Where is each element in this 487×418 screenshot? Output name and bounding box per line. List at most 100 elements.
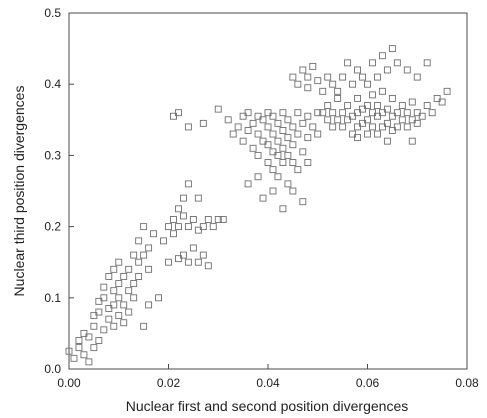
data-point [165, 223, 172, 231]
data-point [194, 194, 202, 202]
data-point [359, 105, 366, 113]
data-point [388, 127, 396, 134]
data-point [289, 187, 297, 195]
data-point [160, 237, 167, 245]
data-point [279, 205, 287, 213]
data-point [120, 319, 128, 327]
data-point [408, 116, 416, 124]
data-point [264, 141, 272, 149]
data-point [413, 119, 421, 127]
data-point [284, 180, 292, 188]
data-point [184, 223, 192, 231]
data-point [289, 123, 297, 131]
data-point [174, 205, 182, 213]
data-point [244, 127, 252, 134]
data-point [314, 77, 322, 85]
data-point [314, 130, 322, 138]
data-point [95, 308, 103, 316]
data-point [234, 123, 242, 131]
data-point [378, 52, 386, 60]
data-point [388, 94, 396, 102]
data-point [189, 216, 197, 223]
data-point [383, 105, 391, 113]
data-point [289, 73, 297, 81]
data-point [294, 130, 302, 138]
data-point [100, 283, 108, 291]
data-point [105, 315, 113, 323]
data-point [374, 130, 381, 138]
data-point [135, 272, 143, 280]
data-point [269, 187, 277, 195]
data-point [329, 123, 337, 131]
data-point [269, 112, 277, 120]
y-tick-label: 0.2 [44, 220, 61, 234]
data-point [349, 112, 357, 120]
plot-area [68, 12, 468, 370]
data-point [294, 80, 302, 88]
data-point [115, 258, 123, 266]
data-point [304, 112, 312, 120]
data-point [374, 112, 381, 120]
data-point [249, 119, 257, 127]
data-point [254, 151, 262, 159]
data-point [239, 112, 247, 120]
data-point [393, 123, 401, 131]
data-point [214, 216, 222, 223]
data-point [259, 194, 267, 202]
data-point [110, 265, 118, 273]
data-point [418, 112, 426, 120]
data-point [354, 109, 361, 117]
data-point [423, 102, 431, 110]
data-point [165, 258, 172, 266]
data-point [254, 130, 262, 138]
data-point [249, 144, 257, 152]
data-point [269, 166, 277, 174]
y-tick-label: 0.3 [44, 148, 61, 162]
data-point [70, 354, 78, 362]
data-point [125, 265, 133, 273]
data-point [354, 123, 361, 131]
data-point [289, 141, 297, 149]
y-tick-label: 0.5 [44, 6, 61, 20]
data-point [393, 59, 401, 67]
data-point [65, 347, 73, 355]
data-point [244, 180, 252, 188]
data-point [120, 272, 128, 280]
data-point [393, 109, 401, 117]
x-tick-label: 0.04 [256, 376, 280, 390]
data-point [314, 109, 322, 117]
data-point [274, 119, 282, 127]
data-point [115, 280, 123, 288]
data-point [110, 287, 118, 295]
data-point [284, 116, 292, 124]
data-point [284, 134, 292, 142]
data-point [408, 98, 416, 106]
y-tick-label: 0.4 [44, 77, 61, 91]
data-point [279, 159, 287, 166]
points-layer [65, 45, 451, 366]
data-point [80, 329, 88, 337]
data-point [339, 73, 347, 81]
data-point [279, 109, 287, 117]
data-point [179, 194, 187, 202]
data-point [364, 80, 371, 88]
data-point [364, 102, 371, 110]
data-point [100, 294, 108, 302]
data-point [209, 223, 217, 231]
data-point [398, 102, 406, 110]
data-point [140, 251, 148, 259]
data-point [299, 148, 307, 156]
data-point [299, 66, 307, 74]
data-point [100, 326, 108, 334]
data-point [374, 102, 381, 110]
data-point [174, 109, 182, 117]
data-point [324, 116, 332, 124]
data-point [105, 272, 113, 280]
data-point [264, 123, 272, 131]
data-point [364, 116, 371, 124]
data-point [334, 116, 342, 124]
data-point [135, 237, 143, 245]
data-point [344, 59, 352, 67]
